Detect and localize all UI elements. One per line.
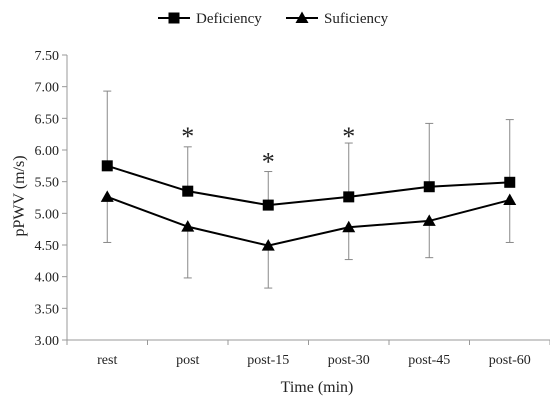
x-tick-label: post-45 (408, 353, 450, 368)
series-line-suficiency (106, 195, 511, 247)
x-tick-label: post-30 (328, 353, 370, 368)
y-tick-label: 6.50 (35, 112, 60, 127)
y-axis-title: pPWV (m/s) (11, 155, 28, 236)
data-point-deficiency (101, 160, 113, 172)
x-tick-label: rest (97, 353, 117, 368)
x-tick-label: post-15 (247, 353, 289, 368)
significance-annotation: * (181, 122, 194, 151)
y-tick-label: 3.00 (35, 334, 60, 349)
data-point-suficiency (503, 193, 517, 206)
legend-label-suficiency: Suficiency (324, 11, 389, 27)
series-line-deficiency (106, 164, 510, 207)
annotations: * * * (181, 122, 355, 176)
data-point-suficiency (342, 220, 356, 233)
y-tick-label: 7.00 (35, 81, 60, 96)
x-axis: rest post post-15 post-30 post-45 post-60 (66, 339, 550, 368)
y-tick-label: 4.50 (35, 239, 60, 254)
data-point-suficiency (181, 220, 195, 232)
x-tick-label: post (176, 353, 199, 368)
y-tick-label: 4.00 (35, 271, 60, 286)
y-axis: 3.00 3.50 4.00 4.50 5.00 5.50 6.00 6.50 7.00 7.50 (35, 49, 68, 349)
data-point-deficiency (343, 191, 355, 203)
y-tick-label: 3.50 (35, 302, 60, 317)
data-point-deficiency (182, 185, 194, 197)
x-axis-title: Time (min) (281, 379, 354, 396)
data-point-deficiency (423, 181, 435, 193)
y-tick-label: 5.00 (35, 207, 60, 222)
y-tick-label: 6.00 (35, 144, 60, 159)
data-point-deficiency (262, 199, 274, 211)
data-point-suficiency (100, 190, 114, 202)
significance-annotation: * (262, 147, 275, 176)
significance-annotation: * (342, 122, 355, 151)
data-point-suficiency (422, 214, 436, 226)
series (100, 160, 517, 251)
legend: Deficiency Suficiency (158, 11, 389, 27)
legend-marker-deficiency (168, 12, 180, 24)
y-tick-label: 5.50 (35, 176, 60, 191)
data-point-deficiency (504, 176, 516, 188)
legend-marker-suficiency (295, 11, 309, 23)
error-bars (103, 90, 514, 289)
data-point-suficiency (261, 239, 275, 251)
legend-label-deficiency: Deficiency (196, 11, 262, 27)
x-tick-label: post-60 (489, 353, 531, 368)
y-tick-label: 7.50 (35, 49, 60, 64)
